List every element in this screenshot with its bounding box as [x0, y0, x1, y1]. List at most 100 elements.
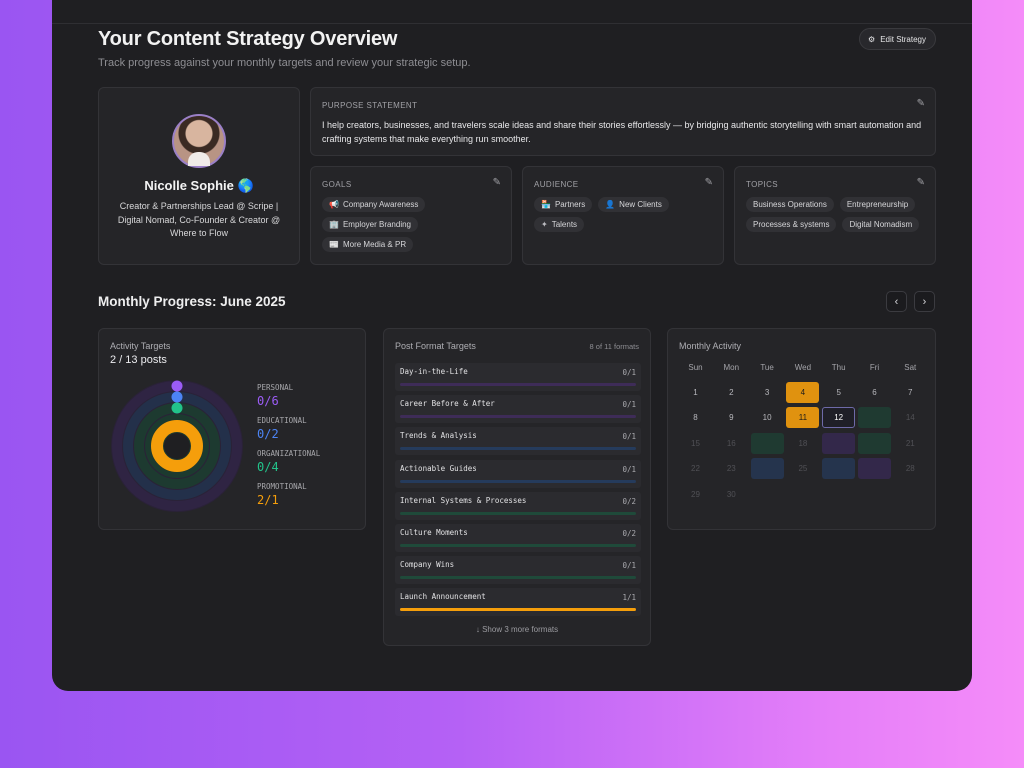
calendar-day[interactable]: 7	[908, 387, 913, 397]
calendar-day[interactable]: 14	[905, 413, 915, 422]
calendar-day[interactable]	[857, 407, 891, 428]
goal-chip: 📰 More Media & PR	[322, 237, 414, 252]
ring-start-dot-organizational	[171, 402, 183, 414]
format-count: 0/1	[622, 464, 636, 474]
edit-purpose-pencil-icon[interactable]: ✎	[916, 98, 925, 109]
calendar-day[interactable]: 11	[786, 407, 820, 428]
show-more-formats-link[interactable]: ↓ Show 3 more formats	[475, 625, 559, 634]
ring-progress-promotional	[151, 420, 203, 472]
next-month-button[interactable]: ›	[914, 291, 935, 312]
legend-item: PROMOTIONAL 2/1	[257, 482, 320, 515]
calendar-day[interactable]: 10	[762, 413, 772, 422]
calendar-week: 29 30	[679, 484, 926, 505]
calendar-day[interactable]: 15	[691, 438, 700, 448]
weekday-label: Sat	[904, 363, 917, 372]
calendar-day[interactable]	[750, 458, 784, 479]
calendar-day[interactable]: 6	[872, 387, 877, 397]
calendar-day[interactable]: 1	[693, 387, 698, 397]
calendar-day[interactable]: 22	[691, 464, 700, 473]
calendar-day[interactable]	[750, 432, 784, 454]
legend-value: 0/4	[257, 460, 279, 474]
edit-topics-pencil-icon[interactable]: ✎	[916, 177, 925, 188]
legend-label: ORGANIZATIONAL	[257, 449, 321, 458]
page-subtitle: Track progress against your monthly targ…	[98, 57, 471, 69]
weekday-label: Mon	[723, 363, 740, 372]
calendar-day[interactable]: 30	[726, 489, 736, 499]
audience-label: AUDIENCE	[534, 180, 579, 189]
calendar-day[interactable]: 9	[729, 413, 734, 422]
calendar-day[interactable]	[822, 458, 856, 479]
store-icon: 🏪	[541, 200, 551, 209]
monthly-activity-title: Monthly Activity	[679, 341, 742, 351]
format-progress-fill	[400, 608, 636, 612]
newspaper-icon: 📰	[329, 240, 339, 249]
calendar-day[interactable]: 3	[764, 387, 770, 397]
calendar-day[interactable]: 25	[798, 464, 808, 473]
calendar-day[interactable]: 29	[691, 489, 700, 499]
building-icon: 🏢	[329, 220, 339, 229]
ring-start-dot-educational	[171, 391, 183, 403]
format-row: Actionable Guides 0/1	[395, 459, 641, 488]
calendar-day[interactable]: 18	[798, 438, 808, 448]
legend-value: 0/6	[257, 394, 279, 408]
format-count: 0/1	[622, 561, 636, 571]
format-row: Launch Announcement 1/1	[395, 588, 641, 617]
chevron-left-icon: ‹	[894, 295, 899, 308]
calendar-day[interactable]: 8	[693, 413, 698, 422]
audience-card: AUDIENCE ✎ 🏪 Partners 👤 New Clients ✦ Talen…	[522, 166, 724, 265]
calendar-week: 15 16 18 21	[679, 432, 926, 454]
calendar-day[interactable]	[857, 458, 891, 479]
legend-value: 0/2	[257, 427, 279, 441]
weekday-label: Thu	[831, 363, 846, 372]
format-count: 0/2	[622, 528, 636, 538]
format-progress-track	[400, 447, 636, 451]
format-name: Launch Announcement	[400, 592, 486, 602]
purpose-label: PURPOSE STATEMENT	[322, 101, 418, 110]
goal-label: Company Awareness	[342, 200, 419, 209]
calendar-week: 8 9 10 11 12 14	[679, 407, 926, 428]
format-row: Day-in-the-Life 0/1	[395, 363, 641, 391]
legend-item: EDUCATIONAL 0/2	[257, 416, 320, 449]
audience-chip: 👤 New Clients	[598, 197, 669, 212]
format-progress-track	[400, 576, 636, 580]
topics-card: TOPICS ✎ Business Operations Entrepreneu…	[734, 166, 936, 265]
topic-chip: Entrepreneurship	[839, 197, 916, 212]
activity-targets-card: Activity Targets 2 / 13 posts PERSONAL 0/…	[98, 328, 366, 530]
goals-label: GOALS	[322, 180, 352, 189]
calendar-day[interactable]	[857, 432, 891, 454]
format-progress-track	[400, 383, 636, 386]
monthly-activity-card: Monthly Activity Sun Mon Tue Wed Thu Fri Sat 1…	[667, 328, 936, 530]
calendar-day[interactable]	[822, 432, 856, 454]
calendar-day[interactable]: 4	[786, 381, 820, 403]
weekday-label: Tue	[760, 363, 774, 372]
legend-label: PROMOTIONAL	[257, 482, 307, 491]
calendar-day[interactable]: 2	[729, 387, 734, 397]
audience-chip-label: New Clients	[619, 200, 662, 209]
format-count: 0/1	[622, 432, 636, 442]
format-name: Career Before & After	[400, 399, 495, 409]
format-count: 0/1	[622, 368, 636, 377]
calendar-day[interactable]: 5	[836, 387, 841, 397]
legend-label: PERSONAL	[257, 383, 294, 392]
format-name: Day-in-the-Life	[400, 367, 468, 376]
format-name: Culture Moments	[400, 527, 468, 537]
calendar-day[interactable]: 12	[822, 407, 856, 428]
profile-card: Nicolle Sophie 🌎 Creator & Partnerships …	[98, 87, 300, 265]
calendar-day[interactable]: 28	[905, 464, 915, 473]
purpose-statement-card: PURPOSE STATEMENT ✎ I help creators, bus…	[310, 87, 936, 156]
weekday-label: Fri	[869, 363, 880, 372]
calendar-day[interactable]: 23	[726, 464, 736, 473]
weekday-label: Sun	[688, 363, 703, 372]
topic-chip: Digital Nomadism	[842, 217, 920, 232]
edit-goals-pencil-icon[interactable]: ✎	[492, 177, 501, 188]
weekday-label: Wed	[794, 363, 812, 372]
format-name: Trends & Analysis	[400, 431, 477, 441]
weekday-header: Sun Mon Tue Wed Thu Fri Sat	[679, 363, 926, 377]
audience-chip-label: Partners	[554, 200, 586, 209]
edit-audience-pencil-icon[interactable]: ✎	[704, 177, 713, 188]
edit-strategy-button[interactable]: ⚙ Edit Strategy	[859, 28, 936, 50]
previous-month-button[interactable]: ‹	[886, 291, 907, 312]
rings-center-hole	[164, 433, 190, 459]
calendar-day[interactable]: 16	[726, 438, 736, 448]
calendar-day[interactable]: 21	[905, 438, 915, 448]
